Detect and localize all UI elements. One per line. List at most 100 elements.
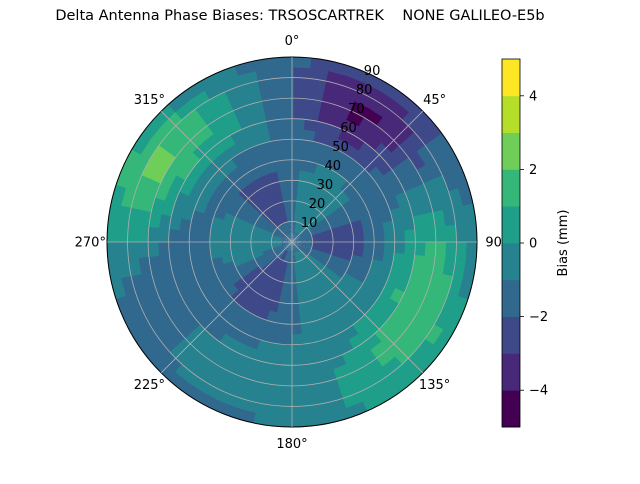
colorbar-band [502, 169, 520, 207]
contour-cell [206, 115, 227, 134]
contour-cell [188, 88, 212, 109]
contour-cell [327, 258, 341, 269]
contour-cell [292, 242, 302, 249]
contour-cell [292, 209, 296, 222]
contour-cell [306, 310, 318, 324]
contour-cell [414, 242, 427, 258]
contour-cell [322, 237, 335, 243]
contour-cell [307, 254, 318, 264]
colorbar-band [502, 243, 520, 281]
contour-cell [300, 246, 312, 254]
contour-cell [260, 275, 272, 288]
contour-cell [229, 246, 242, 256]
contour-cell [320, 251, 333, 260]
contour-cell [262, 250, 275, 258]
contour-cell [270, 191, 280, 205]
contour-cell [369, 98, 391, 119]
contour-cell [304, 192, 314, 205]
contour-cell [251, 251, 264, 260]
colorbar-band [502, 95, 520, 133]
contour-cell [259, 238, 272, 242]
radial-tick-label: 70 [348, 102, 365, 117]
contour-cell [402, 111, 424, 134]
angle-tick-label: 0° [285, 34, 300, 49]
contour-cell [314, 213, 327, 225]
contour-cell [382, 220, 396, 234]
contour-cell [300, 229, 311, 237]
contour-cell [414, 183, 431, 202]
contour-cell [281, 222, 288, 234]
contour-cell [308, 320, 321, 334]
contour-cell [298, 312, 310, 326]
contour-cell [360, 296, 377, 313]
contour-cell [362, 224, 376, 236]
contour-cell [357, 350, 378, 369]
colorbar-tick-label: 4 [529, 89, 537, 104]
contour-cell [146, 240, 160, 258]
contour-cell [325, 262, 338, 274]
contour-cell [465, 222, 477, 244]
contour-cell [154, 181, 171, 201]
contour-cell [240, 225, 253, 234]
contour-cell [298, 249, 307, 260]
contour-cell [288, 230, 292, 242]
contour-cell [218, 233, 231, 242]
contour-cell [280, 282, 288, 295]
contour-cell [269, 170, 280, 184]
contour-cell [265, 288, 277, 302]
contour-cell [214, 99, 235, 118]
contour-cell [283, 303, 292, 316]
contour-cell [388, 99, 412, 121]
contour-cell [257, 77, 278, 92]
contour-cell [353, 375, 375, 395]
contour-cell [276, 364, 292, 377]
contour-cell [292, 168, 301, 181]
contour-cell [332, 236, 345, 243]
contour-cell [214, 164, 231, 181]
contour-cell [415, 300, 434, 322]
contour-cell [414, 227, 427, 244]
contour-cell [343, 242, 355, 250]
contour-cell [278, 271, 286, 284]
contour-cell [136, 240, 149, 259]
contour-cell [275, 281, 284, 294]
contour-cell [251, 224, 264, 233]
contour-cell [308, 252, 320, 262]
contour-cell [275, 374, 292, 388]
contour-cell [350, 100, 372, 119]
contour-cell [302, 180, 313, 194]
contour-cell [434, 154, 454, 177]
contour-cell [282, 148, 293, 161]
contour-cell [294, 251, 299, 264]
contour-cell [187, 374, 210, 395]
contour-cell [283, 221, 289, 233]
contour-cell [202, 383, 226, 403]
contour-cell [253, 254, 266, 264]
contour-cell [198, 249, 212, 262]
contour-cell [278, 179, 288, 192]
contour-cell [304, 300, 315, 314]
contour-cell [312, 235, 324, 241]
contour-cell [358, 81, 382, 101]
contour-cell [167, 344, 189, 366]
contour-cell [432, 329, 454, 353]
contour-cell [182, 79, 207, 101]
contour-cell [256, 199, 269, 212]
contour-cell [221, 310, 238, 327]
contour-cell [304, 279, 314, 293]
contour-cell [425, 138, 446, 162]
contour-cell [239, 241, 252, 248]
contour-cell [363, 71, 387, 92]
contour-cell [299, 227, 310, 236]
contour-cell [288, 262, 292, 275]
contour-cell [148, 337, 170, 360]
contour-cell [165, 325, 186, 346]
contour-cell [167, 227, 180, 242]
contour-cell [264, 107, 281, 122]
contour-cell [261, 248, 274, 255]
contour-cell [262, 225, 275, 234]
contour-cell [407, 358, 431, 382]
contour-cell [291, 262, 296, 275]
contour-cell [140, 343, 163, 367]
contour-cell [412, 214, 427, 231]
